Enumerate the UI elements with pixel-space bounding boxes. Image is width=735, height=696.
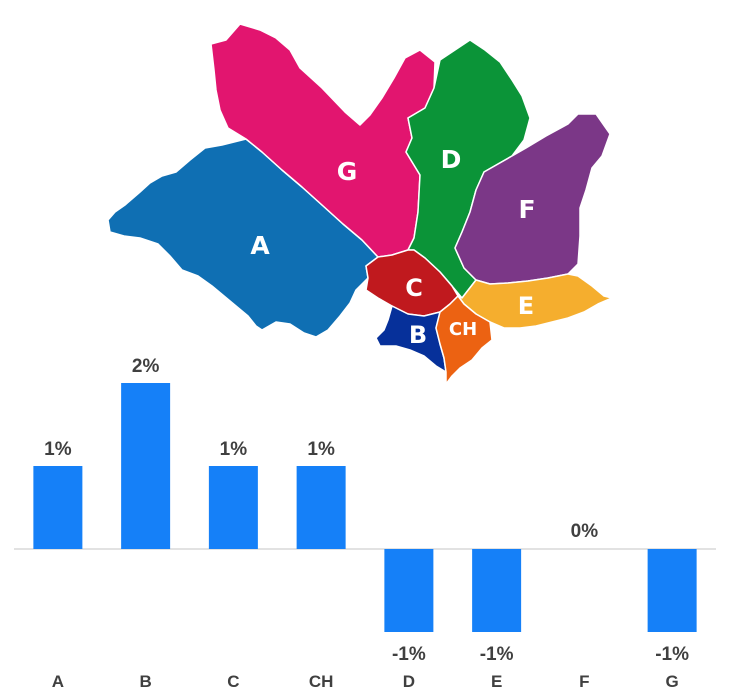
region-map: A G D F C E B CH — [107, 23, 613, 385]
region-label-b: B — [409, 321, 427, 349]
region-ch — [435, 295, 493, 385]
region-f — [454, 113, 611, 285]
bar-a — [33, 466, 83, 549]
value-label-d: -1% — [392, 644, 426, 665]
value-label-ch: 1% — [307, 439, 335, 460]
bar-d — [384, 549, 434, 632]
value-label-e: -1% — [480, 644, 514, 665]
value-label-g: -1% — [655, 644, 689, 665]
bar-b — [121, 383, 171, 549]
value-label-a: 1% — [44, 439, 72, 460]
region-a — [107, 138, 379, 338]
region-label-e: E — [518, 292, 534, 320]
category-labels: A B C CH D E F G — [52, 672, 679, 691]
bar-c — [208, 466, 258, 549]
bar-ch — [296, 466, 346, 549]
value-label-c: 1% — [220, 439, 248, 460]
category-label-a: A — [52, 672, 64, 691]
category-label-f: F — [579, 672, 589, 691]
region-label-f: F — [518, 195, 535, 224]
category-label-b: B — [139, 672, 151, 691]
category-label-c: C — [227, 672, 239, 691]
value-label-b: 2% — [132, 356, 160, 377]
region-label-g: G — [337, 157, 358, 186]
category-label-e: E — [491, 672, 502, 691]
region-label-a: A — [250, 231, 270, 260]
bar-g — [647, 549, 697, 632]
bar-e — [472, 549, 522, 632]
value-label-f: 0% — [571, 521, 599, 542]
region-b — [375, 305, 447, 373]
category-label-ch: CH — [309, 672, 334, 691]
value-labels: 1% 2% 1% 1% -1% -1% 0% -1% — [44, 356, 689, 665]
region-label-c: C — [405, 274, 423, 302]
region-label-ch: CH — [449, 319, 477, 340]
category-label-g: G — [666, 672, 679, 691]
region-label-d: D — [441, 145, 462, 174]
bars — [33, 383, 697, 632]
category-label-d: D — [403, 672, 415, 691]
